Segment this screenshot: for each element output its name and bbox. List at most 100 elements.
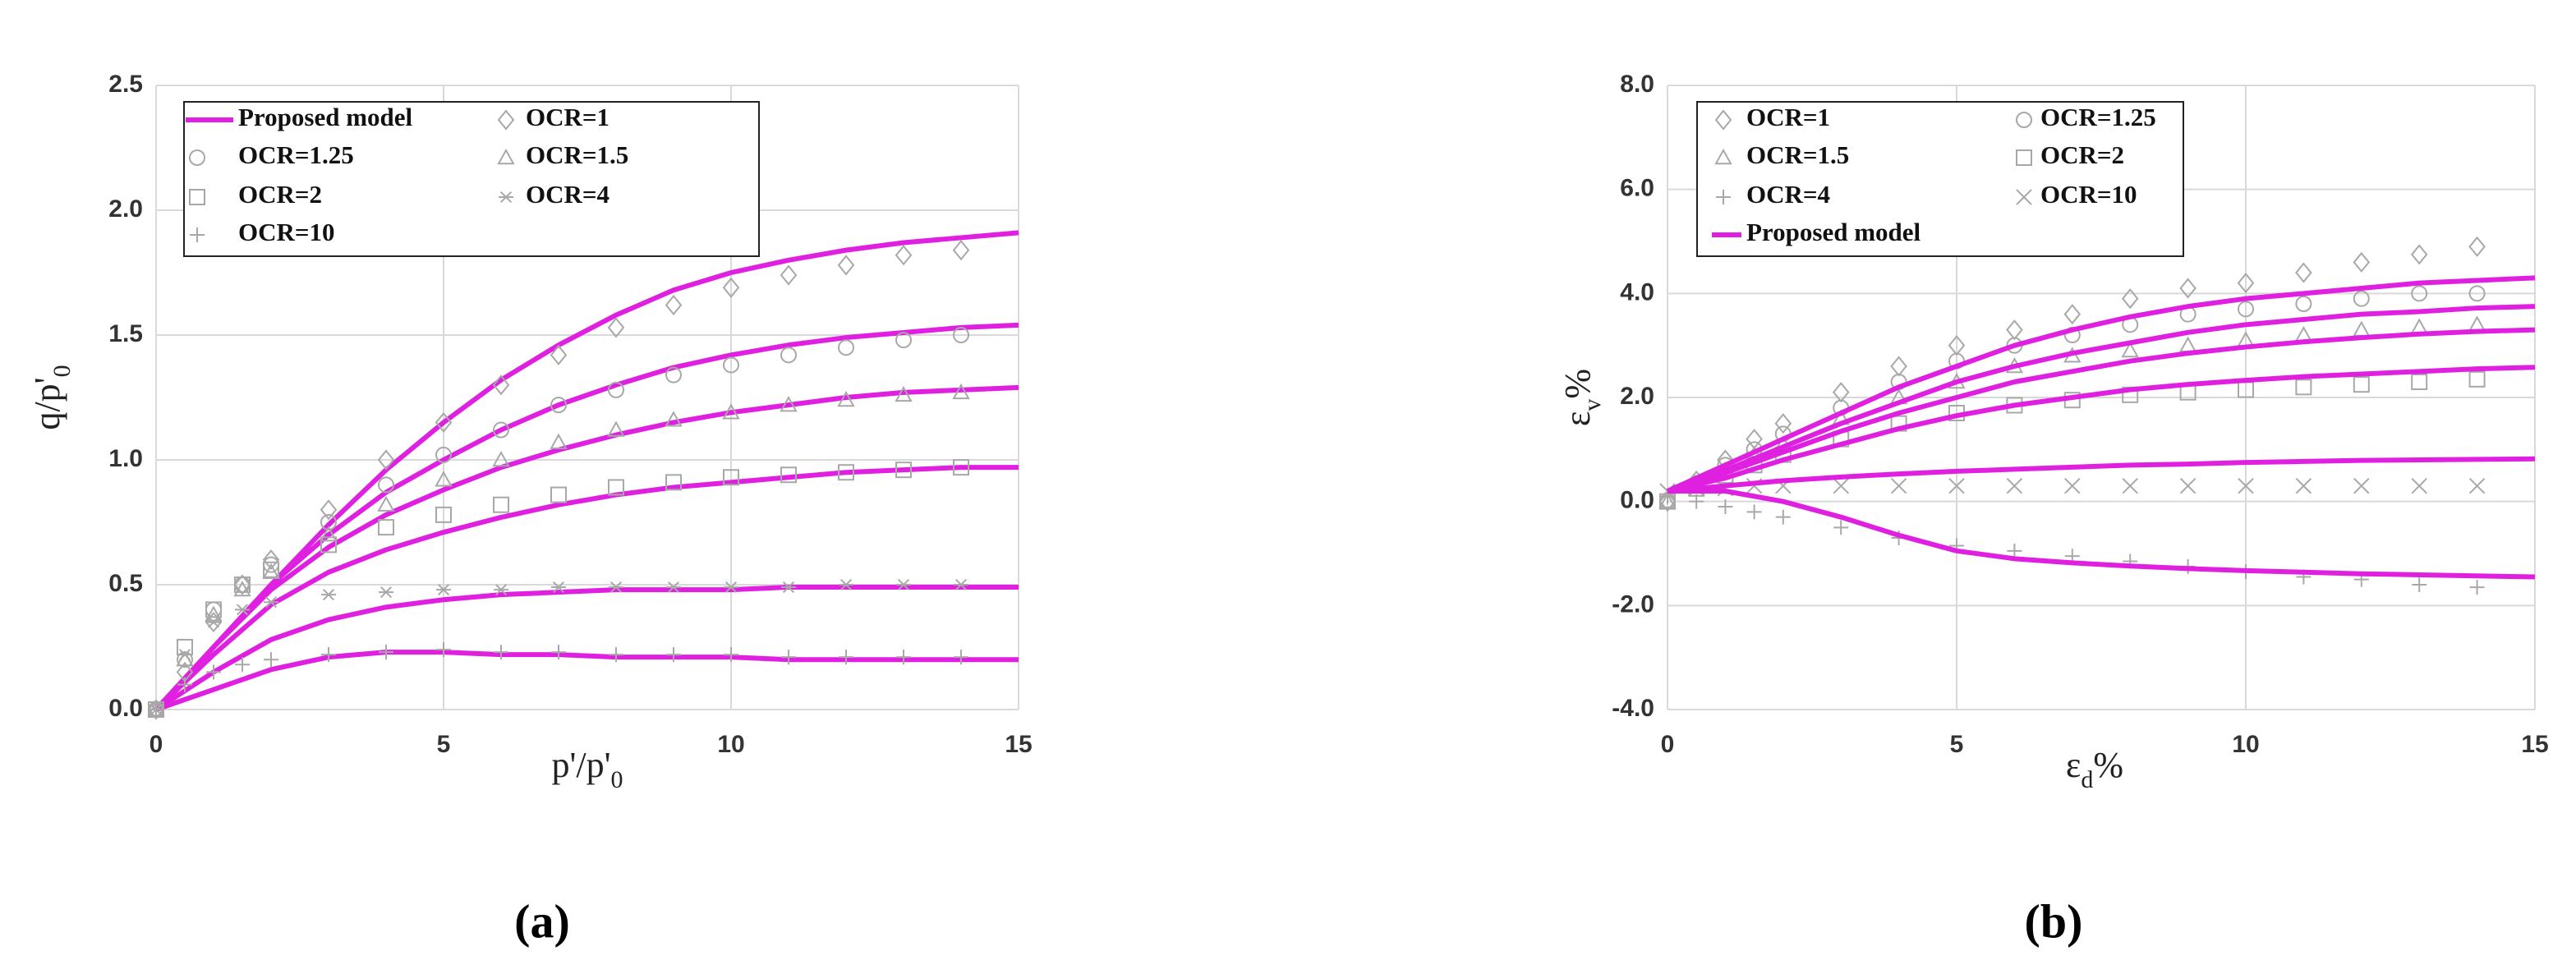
data-point — [2468, 236, 2486, 257]
data-point — [1689, 494, 1704, 509]
data-point — [2295, 262, 2312, 283]
data-point — [895, 332, 912, 349]
x-axis-label: p'/p'0 — [551, 745, 623, 793]
x-axis-label-part: % — [2093, 745, 2123, 785]
data-point — [665, 366, 682, 384]
data-point — [1890, 356, 1907, 377]
panel-caption: (a) — [514, 894, 570, 948]
data-point — [609, 647, 623, 663]
data-point — [264, 652, 278, 668]
y-tick-label: 2.5 — [108, 71, 143, 98]
data-point — [780, 347, 797, 364]
data-point — [320, 514, 337, 531]
x-tick-label: 15 — [2521, 731, 2548, 758]
data-point — [2468, 477, 2486, 494]
y-axis-label-part: q/p' — [27, 377, 67, 429]
data-point — [608, 479, 624, 496]
data-point — [1658, 491, 1677, 512]
data-point — [550, 397, 567, 414]
data-point — [2294, 325, 2313, 342]
model-line — [1667, 365, 2536, 494]
legend-marker — [190, 227, 205, 242]
legend-label: OCR=4 — [526, 180, 610, 209]
x-tick-label: 0 — [1661, 731, 1675, 758]
data-point — [1833, 477, 1849, 494]
legend-label: OCR=1 — [1746, 103, 1830, 131]
x-axis-label-part: ε — [2066, 745, 2081, 785]
data-point — [724, 647, 738, 663]
data-point — [551, 581, 566, 594]
data-point — [1832, 382, 1850, 403]
data-point — [377, 449, 395, 471]
data-point — [494, 645, 508, 660]
data-point — [550, 433, 568, 449]
data-point — [2468, 285, 2486, 302]
x-tick-label: 5 — [437, 731, 451, 758]
legend-marker — [189, 149, 205, 166]
x-axis-label-part: d — [2081, 766, 2093, 793]
x-tick-label: 0 — [150, 731, 163, 758]
data-point — [435, 446, 452, 463]
data-point — [321, 589, 336, 601]
y-tick-label: -4.0 — [1612, 695, 1654, 722]
data-point — [2237, 273, 2255, 294]
data-point — [206, 616, 221, 628]
legend-box — [1696, 101, 2184, 257]
y-tick-label: 4.0 — [1620, 278, 1654, 305]
y-tick-label: 1.5 — [108, 320, 143, 347]
legend-label: Proposed model — [1746, 218, 1921, 246]
data-point — [2122, 477, 2138, 494]
data-point — [2412, 577, 2427, 592]
data-point — [436, 584, 451, 596]
data-point — [781, 581, 796, 594]
legend-label: OCR=10 — [2040, 180, 2137, 209]
data-point — [895, 245, 913, 266]
data-point — [838, 464, 854, 481]
legend-label: OCR=1.5 — [526, 140, 628, 169]
data-point — [839, 650, 853, 665]
data-point — [147, 699, 165, 720]
y-axis-label: q/p'0 — [27, 365, 76, 429]
data-point — [492, 374, 510, 396]
data-point — [665, 294, 683, 316]
data-point — [838, 339, 854, 356]
model-line — [155, 650, 1019, 712]
data-point — [2007, 543, 2022, 558]
y-tick-label: 0.5 — [108, 570, 143, 597]
legend-marker — [497, 109, 515, 131]
y-tick-label: 8.0 — [1620, 71, 1654, 98]
data-point — [1948, 477, 1965, 494]
y-axis-label: εv% — [1557, 369, 1606, 426]
data-point — [436, 642, 451, 658]
legend-label: OCR=2 — [2040, 140, 2124, 169]
data-point — [2469, 580, 2485, 595]
y-tick-label: 2.0 — [1620, 383, 1654, 410]
legend-marker — [189, 189, 205, 205]
legend-label: OCR=2 — [238, 180, 322, 209]
data-point — [1775, 509, 1791, 525]
data-point — [2179, 278, 2196, 299]
data-point — [1718, 499, 1733, 514]
data-point — [264, 596, 278, 609]
x-axis-label-part: 0 — [611, 766, 623, 793]
data-point — [235, 604, 250, 616]
data-point — [378, 476, 394, 494]
legend-label: OCR=4 — [1746, 180, 1830, 209]
data-point — [2295, 296, 2312, 312]
data-point — [2411, 374, 2428, 390]
data-point — [952, 240, 970, 261]
data-point — [780, 264, 798, 286]
legend-label: OCR=1.25 — [2040, 103, 2156, 131]
model-line — [154, 230, 1019, 712]
data-point — [235, 657, 250, 673]
legend-marker — [1716, 190, 1731, 204]
y-tick-label: 0.0 — [108, 695, 143, 722]
data-point — [320, 536, 337, 553]
y-axis-label-part: % — [1557, 369, 1598, 399]
data-point — [896, 650, 911, 665]
model-line — [154, 384, 1019, 712]
data-point — [895, 462, 912, 479]
data-point — [954, 578, 968, 591]
data-point — [2178, 336, 2197, 352]
data-point — [895, 385, 913, 402]
